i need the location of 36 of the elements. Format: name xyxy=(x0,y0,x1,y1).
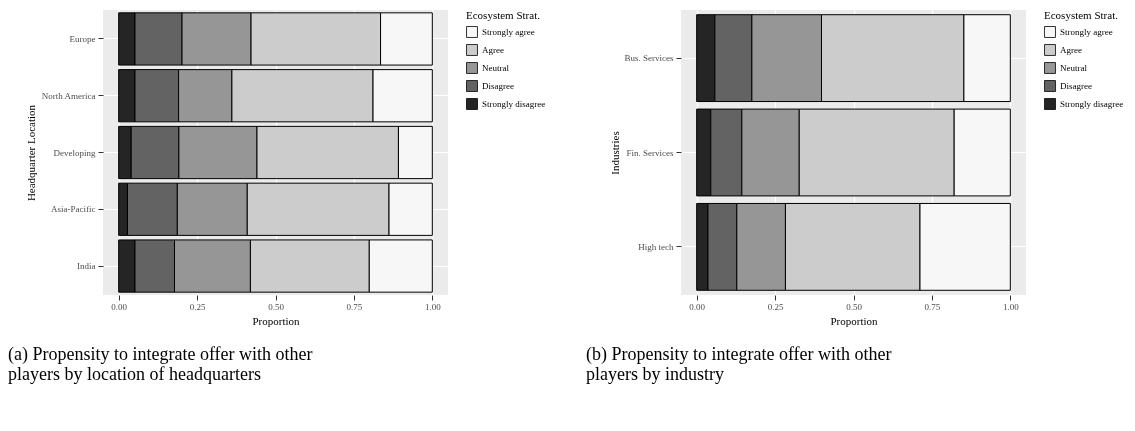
y-tick-label: High tech xyxy=(638,241,674,252)
legend-label: Disagree xyxy=(482,81,514,91)
y-tick-label: Europe xyxy=(69,33,96,44)
x-tick-label: 0.75 xyxy=(924,301,941,312)
x-tick-label: 1.00 xyxy=(424,301,442,312)
x-tick-label: 0.75 xyxy=(346,301,363,312)
x-tick-label: 0.50 xyxy=(268,301,285,312)
y-tick-label: Bus. Services xyxy=(624,53,674,64)
legend-label: Agree xyxy=(1060,45,1082,55)
y-tick-label: Fin. Services xyxy=(626,147,674,158)
y-tick-label: North America xyxy=(41,90,96,101)
legend-label: Strongly disagree xyxy=(482,99,546,109)
x-tick-label: 0.00 xyxy=(111,301,128,312)
x-tick-label: 0.00 xyxy=(689,301,706,312)
y-tick-label: Developing xyxy=(53,147,96,158)
legend-label: Strongly agree xyxy=(482,27,535,37)
legend-label: Strongly disagree xyxy=(1060,99,1124,109)
legend-label: Neutral xyxy=(1060,63,1088,73)
y-tick-label: India xyxy=(77,261,96,272)
legend-label: Agree xyxy=(482,45,504,55)
x-axis-title: Proportion xyxy=(252,314,301,327)
text: (a) Propensity to integrate offer with other players by location of headquarters xyxy=(8,344,313,384)
legend-title: Ecosystem Strat. xyxy=(466,9,541,21)
legend-label: Disagree xyxy=(1060,81,1092,91)
legend-title: Ecosystem Strat. xyxy=(1044,9,1119,21)
x-tick-label: 1.00 xyxy=(1002,301,1020,312)
y-axis-title: Industries xyxy=(608,131,621,175)
x-axis-title: Proportion xyxy=(830,314,879,327)
x-tick-label: 0.25 xyxy=(767,301,784,312)
y-tick-label: Asia-Pacific xyxy=(51,204,96,215)
legend-label: Neutral xyxy=(482,63,510,73)
y-axis-title: Headquarter Location xyxy=(25,104,38,202)
text: (b) Propensity to integrate offer with other players by industry xyxy=(586,344,892,384)
legend-label: Strongly agree xyxy=(1060,27,1113,37)
x-tick-label: 0.50 xyxy=(846,301,863,312)
x-tick-label: 0.25 xyxy=(189,301,206,312)
